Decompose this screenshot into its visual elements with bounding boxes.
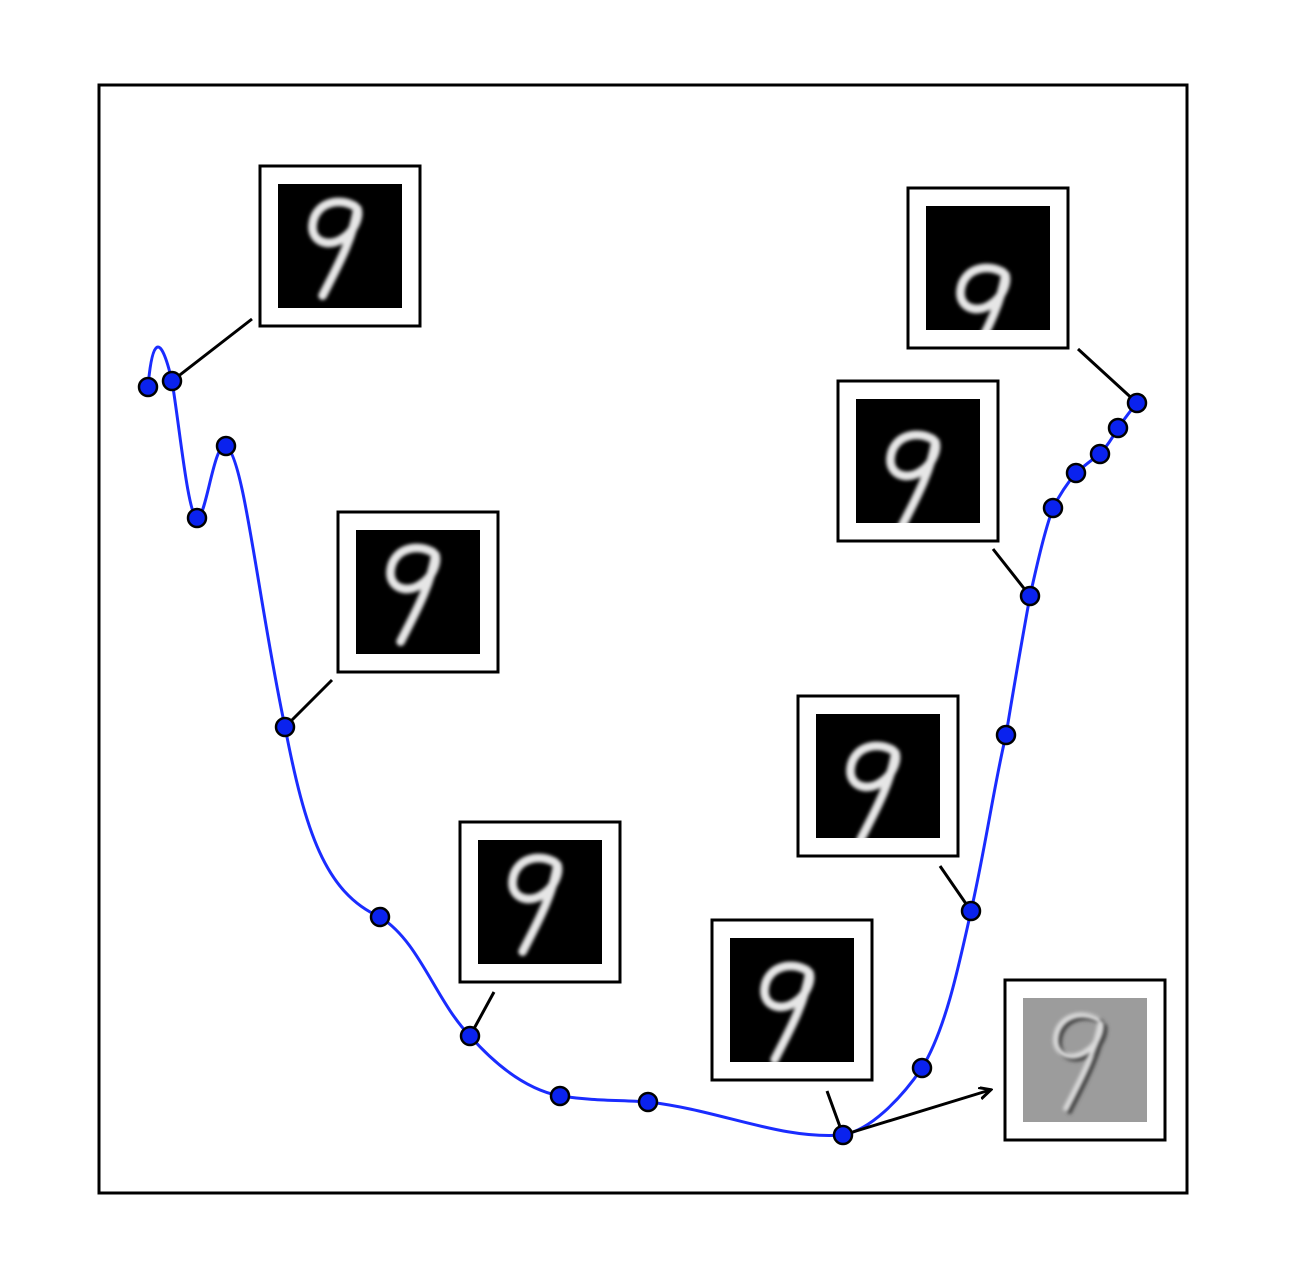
digit-glyph-9	[308, 197, 363, 300]
digit-glyph-9	[886, 430, 941, 523]
sample-point	[1089, 443, 1111, 465]
sample-point	[1042, 497, 1064, 519]
sample-point	[161, 370, 183, 392]
digit-glyph-9	[760, 961, 815, 1062]
connector-line	[283, 678, 334, 729]
sample-point	[1065, 462, 1087, 484]
sample-point	[911, 1057, 933, 1079]
digit-glyph-9	[508, 853, 563, 956]
digit-thumbnail	[906, 186, 1070, 350]
sample-point	[369, 906, 391, 928]
sample-points	[137, 370, 1148, 1146]
digit-thumbnails	[258, 164, 1167, 1142]
sample-point	[960, 900, 982, 922]
sample-point	[995, 724, 1017, 746]
sample-point	[1126, 392, 1148, 414]
sample-point	[137, 376, 159, 398]
digit-glyph-9	[386, 543, 441, 646]
sample-point	[186, 507, 208, 529]
connector-line	[1076, 347, 1139, 405]
digit-thumbnail	[710, 918, 874, 1082]
digit-thumbnail	[836, 379, 1000, 543]
digit-thumbnail	[336, 510, 500, 674]
digit-glyph-9	[956, 263, 1011, 330]
digit-thumbnail	[458, 820, 622, 984]
thumbnail-image	[856, 399, 980, 523]
sample-point	[832, 1124, 854, 1146]
sample-point	[1019, 585, 1041, 607]
sample-point	[549, 1085, 571, 1107]
sample-point	[215, 435, 237, 457]
sample-point	[637, 1091, 659, 1113]
sample-point	[274, 716, 296, 738]
sample-point	[459, 1025, 481, 1047]
digit-glyph-9	[1053, 1012, 1108, 1115]
residual-thumbnail	[1003, 978, 1167, 1142]
digit-thumbnail	[796, 694, 960, 858]
thumbnail-image	[816, 714, 940, 838]
plot-frame	[97, 83, 1189, 1195]
digit-thumbnail	[258, 164, 422, 328]
connector-line	[171, 317, 253, 383]
sample-point	[1107, 417, 1129, 439]
digit-glyph-9	[846, 741, 901, 838]
difference-arrow	[842, 1090, 990, 1137]
